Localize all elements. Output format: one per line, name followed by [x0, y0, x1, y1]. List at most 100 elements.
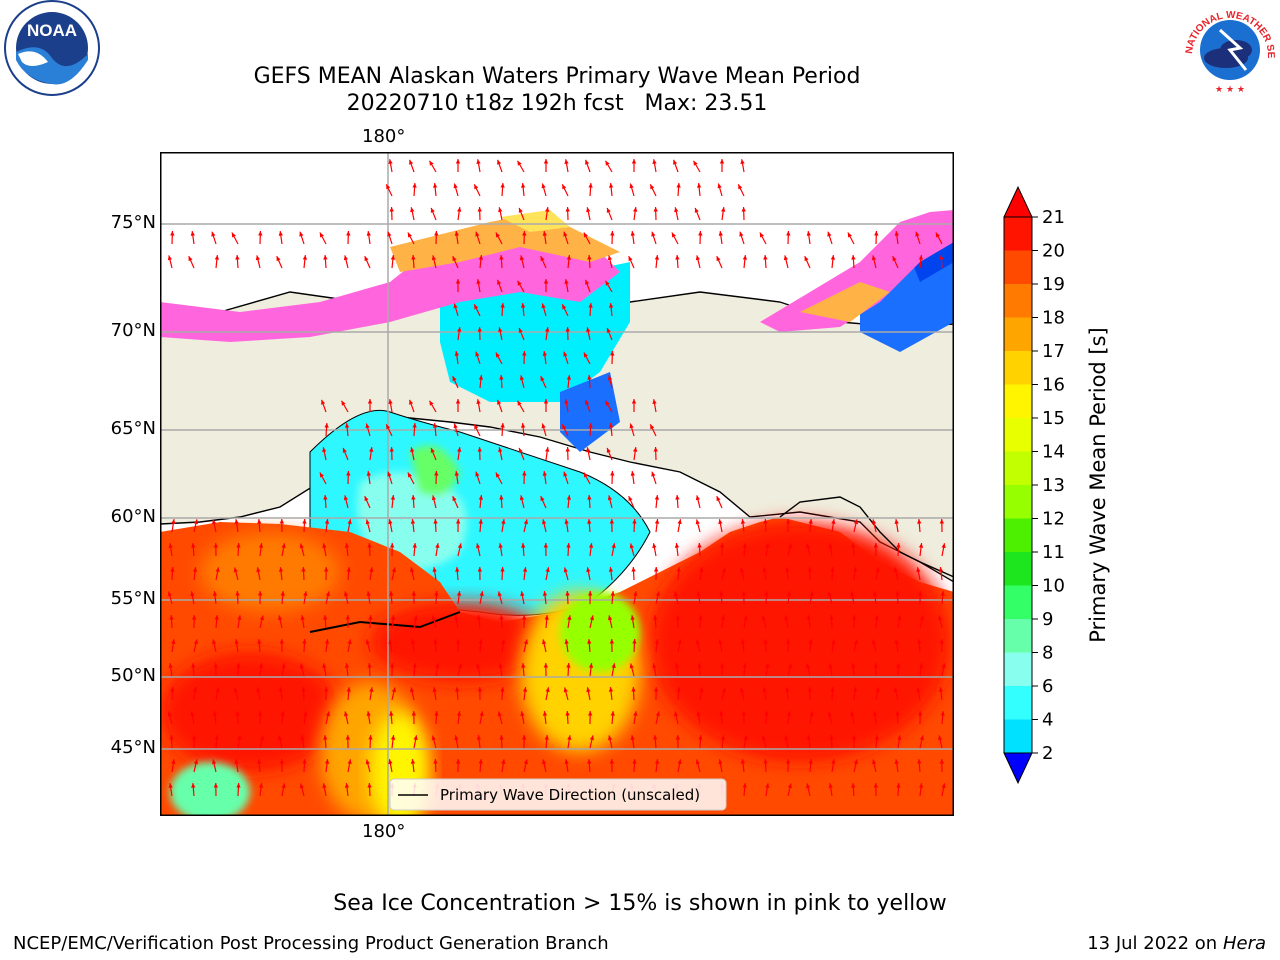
wave-arrow-head: [739, 231, 744, 237]
wave-arrow-head: [277, 735, 283, 741]
wave-arrow-head: [258, 543, 264, 548]
wave-arrow-head: [517, 280, 522, 286]
wave-arrow-head: [545, 327, 550, 332]
wave-arrow-head: [851, 543, 856, 548]
wave-arrow-head: [655, 711, 661, 717]
wave-arrow-head: [563, 471, 568, 477]
wave-arrow-head: [830, 687, 835, 692]
wave-arrow-head: [410, 447, 415, 453]
wave-arrow-head: [167, 591, 172, 597]
wave-arrow-head: [654, 495, 660, 500]
wave-arrow-head: [212, 711, 218, 716]
wave-arrow-head: [785, 639, 791, 644]
wave-arrow-head: [478, 519, 483, 524]
wave-arrow-head: [169, 735, 174, 740]
wave-arrow-head: [452, 256, 457, 262]
wave-arrow-head: [432, 423, 438, 428]
wave-arrow-head: [413, 735, 418, 741]
colorbar-swatch: [1004, 552, 1032, 586]
wave-arrow-head: [917, 519, 922, 524]
wave-arrow-head: [231, 232, 236, 238]
wave-arrow-head: [171, 519, 176, 524]
wave-arrow-head: [324, 423, 329, 428]
wave-arrow-head: [939, 519, 945, 524]
wave-arrow-head: [391, 567, 397, 573]
wave-arrow-head: [523, 519, 529, 525]
wave-arrow-head: [717, 183, 722, 189]
wave-arrow-head: [673, 591, 679, 597]
wave-arrow-head: [234, 759, 239, 764]
wave-arrow-head: [323, 495, 328, 500]
wave-arrow-head: [676, 183, 681, 188]
wave-arrow-head: [281, 663, 286, 669]
wave-arrow-head: [279, 639, 285, 644]
wave-arrow-head: [497, 591, 502, 597]
wave-arrow-head: [455, 567, 460, 572]
wave-arrow-head: [652, 543, 657, 549]
wave-arrow-head: [937, 735, 943, 741]
wave-arrow-head: [278, 231, 283, 236]
wave-arrow-head: [499, 255, 504, 260]
wave-arrow-head: [390, 615, 396, 620]
wave-arrow-head: [323, 615, 328, 620]
wave-arrow-head: [191, 663, 196, 668]
legend-text: Primary Wave Direction (unscaled): [440, 786, 700, 804]
wave-arrow-head: [388, 639, 393, 645]
colorbar-swatch: [1004, 284, 1032, 318]
wave-arrow-head: [740, 759, 746, 764]
wave-arrow-head: [850, 711, 855, 717]
wave-arrow-head: [632, 759, 637, 764]
wave-arrow-head: [280, 591, 285, 596]
wave-arrow-head: [587, 495, 592, 500]
wave-arrow-head: [432, 687, 437, 692]
wave-arrow-head: [895, 591, 900, 596]
wave-arrow-head: [499, 735, 504, 740]
wave-arrow-head: [543, 159, 549, 164]
wave-arrow-head: [787, 543, 793, 549]
wave-arrow-head: [851, 615, 857, 620]
wave-arrow-head: [475, 663, 481, 669]
wave-arrow-head: [457, 207, 462, 212]
wave-arrow-head: [567, 735, 572, 740]
wave-arrow-head: [608, 423, 614, 428]
wave-arrow-head: [543, 399, 549, 404]
wave-arrow-head: [479, 711, 484, 717]
wave-arrow-head: [586, 687, 591, 693]
wave-arrow-head: [344, 783, 350, 788]
wave-arrow-head: [564, 399, 569, 405]
wave-arrow-head: [674, 663, 680, 668]
wave-arrow-head: [610, 471, 615, 476]
wave-arrow-head: [871, 519, 877, 525]
wave-arrow-head: [190, 711, 195, 717]
wave-arrow-head: [477, 207, 482, 212]
wave-arrow-head: [587, 519, 592, 524]
wave-arrow-head: [586, 207, 591, 213]
wave-arrow-head: [411, 711, 417, 716]
wave-arrow-head: [718, 639, 723, 645]
wave-arrow-head: [454, 735, 459, 741]
wave-arrow-head: [677, 519, 682, 525]
wave-arrow-head: [894, 759, 899, 764]
wave-arrow-head: [696, 183, 702, 188]
wave-arrow-head: [565, 207, 570, 212]
wave-arrow-head: [388, 759, 393, 765]
wave-arrow-head: [500, 303, 505, 308]
wave-arrow-head: [874, 231, 879, 236]
wave-arrow-head: [212, 591, 218, 596]
wave-arrow-head: [916, 567, 921, 573]
wave-arrow-head: [764, 711, 769, 716]
wave-arrow-head: [763, 759, 768, 764]
wave-arrow-head: [545, 687, 550, 693]
wave-arrow-head: [453, 183, 458, 189]
wave-arrow-head: [674, 543, 680, 548]
wave-arrow-head: [652, 399, 657, 405]
wave-arrow-head: [366, 711, 371, 716]
colorbar-tick-label: 4: [1042, 710, 1053, 731]
wave-arrow-head: [763, 639, 768, 644]
wave-arrow-head: [565, 327, 570, 332]
wave-arrow-head: [389, 663, 395, 668]
wave-arrow-head: [409, 567, 415, 573]
wave-arrow-head: [495, 352, 500, 358]
wave-arrow-head: [785, 519, 791, 524]
wave-arrow-head: [299, 543, 304, 549]
